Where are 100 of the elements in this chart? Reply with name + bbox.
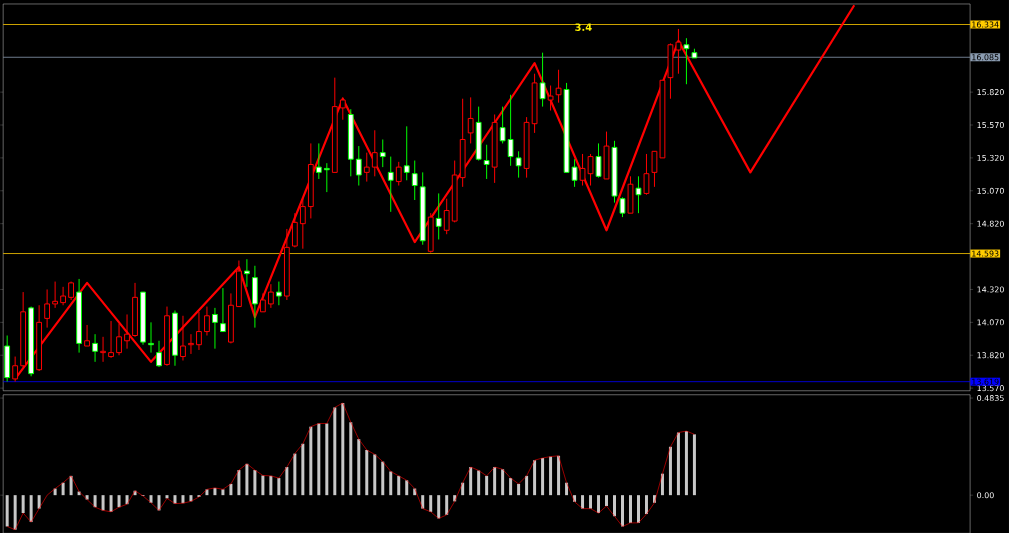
candlestick [363, 151, 370, 182]
candlestick [635, 175, 642, 214]
bar [317, 423, 321, 495]
candlestick [275, 280, 282, 306]
candlestick [571, 158, 578, 188]
bar [93, 495, 97, 508]
bar [597, 495, 601, 513]
candlestick [315, 142, 322, 180]
bar [29, 495, 33, 522]
candlestick [291, 212, 298, 248]
bar [429, 495, 433, 512]
bar [373, 454, 377, 495]
bar [485, 475, 489, 495]
bar [589, 495, 593, 509]
candlestick [44, 288, 51, 328]
bar [13, 495, 17, 530]
candlestick [539, 52, 546, 107]
bar [61, 482, 65, 495]
bar [5, 495, 9, 527]
candlestick [220, 287, 226, 332]
candlestick [683, 37, 690, 85]
candlestick [196, 311, 202, 351]
bar [389, 471, 393, 495]
bar [397, 475, 401, 495]
candlestick [555, 69, 562, 103]
bar [525, 475, 529, 495]
bar [549, 456, 553, 495]
candlestick [116, 323, 122, 356]
candlestick [52, 280, 59, 309]
candlestick [180, 315, 186, 361]
candlestick [188, 333, 194, 355]
bar [613, 495, 616, 517]
bar [676, 432, 680, 495]
bar [636, 495, 640, 523]
candlestick [92, 333, 98, 363]
candlestick [411, 159, 418, 201]
candlestick [355, 145, 362, 186]
bar [301, 443, 305, 495]
bar [333, 407, 337, 495]
candlestick [323, 162, 330, 193]
bar [101, 495, 105, 511]
candlestick [643, 153, 650, 196]
candlestick [124, 313, 130, 350]
bar [605, 495, 609, 506]
bar [245, 463, 249, 495]
candlestick [299, 196, 306, 250]
candlestick [403, 125, 410, 181]
annotation: 3.4 [575, 23, 592, 31]
candlestick [499, 105, 506, 144]
bar [621, 495, 624, 527]
bar [437, 495, 441, 519]
bar [173, 495, 177, 504]
bar [541, 457, 545, 495]
bar [357, 438, 361, 495]
bar [477, 470, 481, 495]
bar [533, 460, 537, 495]
candlestick [387, 155, 394, 213]
candlestick [148, 321, 154, 353]
candlestick [595, 142, 602, 178]
candlestick [483, 144, 490, 180]
candlestick [435, 192, 442, 240]
candlestick [507, 94, 514, 167]
bar [117, 495, 121, 508]
bar [445, 495, 449, 515]
bar [493, 466, 497, 495]
bar [469, 466, 473, 495]
bar [309, 426, 313, 495]
candlestick [619, 196, 626, 218]
bar [628, 495, 632, 523]
bar [181, 495, 185, 504]
candlestick [339, 96, 346, 121]
candlestick [515, 150, 522, 178]
bar [644, 495, 648, 514]
bar [293, 453, 297, 495]
candlestick [267, 283, 274, 309]
candlestick [395, 161, 402, 186]
bar [349, 422, 353, 495]
candlestick [443, 198, 450, 235]
bar [668, 446, 672, 495]
bar [341, 402, 345, 495]
candlestick [212, 307, 218, 350]
candlestick [259, 292, 266, 313]
bar [21, 495, 25, 513]
bar [109, 495, 113, 512]
candlestick [100, 336, 106, 363]
bar [517, 483, 521, 495]
candlestick [675, 28, 682, 75]
bar [684, 430, 688, 495]
bar [509, 477, 513, 495]
bar [149, 495, 153, 503]
bar [165, 495, 169, 499]
bar [269, 475, 273, 495]
bar [381, 461, 385, 495]
bar [325, 423, 329, 495]
bar [285, 466, 289, 495]
candlestick [156, 340, 162, 368]
candlestick [379, 138, 386, 168]
candlestick [204, 305, 210, 336]
candlestick [60, 286, 66, 306]
candlestick [467, 96, 474, 144]
